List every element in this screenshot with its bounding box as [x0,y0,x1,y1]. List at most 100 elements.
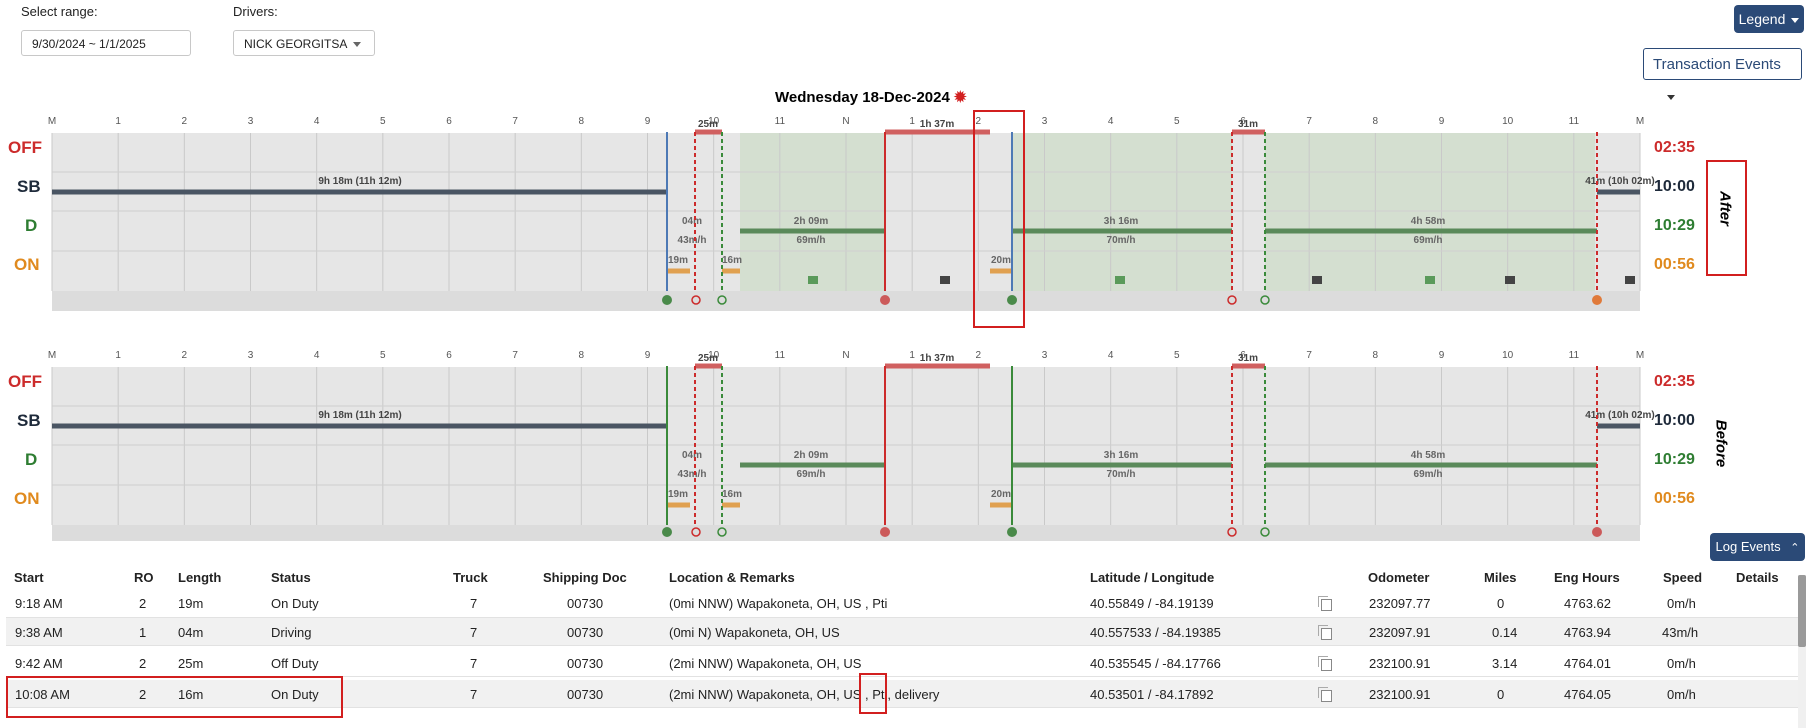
key-icon[interactable] [717,527,727,537]
camera-icon[interactable] [1625,276,1635,284]
sb-duration: 41m (10h 02m) [1585,410,1654,421]
hour-tick-label: 7 [1306,350,1312,361]
col-start[interactable]: Start [14,570,44,585]
col-truck[interactable]: Truck [453,570,488,585]
hour-tick-label: 2 [182,350,188,361]
camera-icon[interactable] [940,276,950,284]
status-label-sb: SB [17,411,41,430]
table-row[interactable]: 9:38 AM 1 04m Driving 7 00730 (0mi N) Wa… [6,618,1798,646]
cell-length: 16m [178,687,204,702]
cell-status: Driving [271,625,312,640]
hour-tick-label: 2 [976,350,982,361]
row-highlight-box [6,676,343,718]
hour-tick-label: 7 [1306,116,1312,127]
copy-icon[interactable] [1318,625,1332,640]
cell-length: 04m [178,625,204,640]
event-marker-icon[interactable] [1592,527,1602,537]
drive-speed: 43m/h [678,469,707,480]
off-duration: 1h 37m [920,119,955,130]
cell-eng-hours: 4764.01 [1564,656,1611,671]
legend-button[interactable]: Legend [1734,5,1804,33]
on-duration: 19m [668,489,688,500]
col-shipping-doc[interactable]: Shipping Doc [543,570,627,585]
camera-icon[interactable] [1505,276,1515,284]
event-marker-icon[interactable] [662,295,672,305]
on-duration: 16m [722,489,742,500]
hour-tick-label: 8 [579,350,585,361]
truck-icon[interactable] [1425,276,1435,284]
key-icon[interactable] [1260,295,1270,305]
table-row[interactable]: 9:42 AM 2 25m Off Duty 7 00730 (2mi NNW)… [6,649,1798,677]
event-marker-icon[interactable] [662,527,672,537]
drive-duration: 2h 09m [794,450,829,461]
cell-latlng: 40.557533 / -84.19385 [1090,625,1221,640]
key-icon[interactable] [691,527,701,537]
driver-select-value: NICK GEORGITSA [244,37,348,51]
off-duration: 1h 37m [920,353,955,364]
key-icon[interactable] [1227,295,1237,305]
col-length[interactable]: Length [178,570,222,585]
copy-icon[interactable] [1318,656,1332,671]
col-eng-hours[interactable]: Eng Hours [1554,570,1620,585]
log-events-button[interactable]: Log Events ⌃ [1710,533,1805,561]
chart-title-text: Wednesday 18-Dec-2024 [775,89,950,106]
table-row[interactable]: 9:18 AM 2 19m On Duty 7 00730 (0mi NNW) … [6,590,1798,618]
drive-speed: 43m/h [678,235,707,246]
hour-tick-label: 1 [909,116,915,127]
camera-icon[interactable] [1312,276,1322,284]
hour-tick-label: 6 [446,350,452,361]
cell-odometer: 232097.91 [1369,625,1431,640]
col-odometer[interactable]: Odometer [1368,570,1430,585]
hour-tick-label: 5 [380,116,386,127]
table-scrollbar[interactable] [1798,575,1806,728]
key-icon[interactable] [1227,527,1237,537]
off-duration: 31m [1238,119,1258,130]
hour-tick-label: 8 [1373,350,1379,361]
date-range-input[interactable]: 9/30/2024 ~ 1/1/2025 [21,30,191,56]
alert-burst-icon: ✹ [954,89,967,106]
cell-ro: 2 [139,656,147,671]
col-speed[interactable]: Speed [1663,570,1703,585]
truck-icon[interactable] [808,276,818,284]
col-miles[interactable]: Miles [1484,570,1517,585]
event-marker-icon[interactable] [1592,295,1602,305]
col-details[interactable]: Details [1736,570,1779,585]
hour-tick-label: 11 [775,116,786,127]
hour-tick-label: 9 [1439,116,1445,127]
off-duration: 31m [1238,353,1258,364]
hour-tick-label: 5 [1174,350,1180,361]
copy-icon[interactable] [1318,687,1332,702]
driver-select[interactable]: NICK GEORGITSA [233,30,375,56]
col-ro[interactable]: RO [134,570,154,585]
chevron-down-icon [353,42,362,48]
cell-odometer: 232097.77 [1369,596,1431,611]
hour-tick-label: 7 [512,116,518,127]
off-duration: 25m [698,119,718,130]
transaction-events-select[interactable]: Transaction Events [1643,48,1802,100]
event-marker-icon[interactable] [880,295,890,305]
cell-truck: 7 [470,625,478,640]
event-marker-icon[interactable] [880,527,890,537]
col-latlng[interactable]: Latitude / Longitude [1090,570,1215,585]
hour-tick-label: 11 [1569,116,1580,127]
event-marker-icon[interactable] [1007,295,1017,305]
legend-button-label: Legend [1738,11,1786,27]
event-marker-icon[interactable] [1007,527,1017,537]
cell-doc: 00730 [567,687,604,702]
col-location[interactable]: Location & Remarks [669,570,795,585]
cell-doc: 00730 [567,596,604,611]
hour-tick-label: 9 [1439,350,1445,361]
scrollbar-thumb[interactable] [1798,575,1806,647]
copy-icon[interactable] [1318,596,1332,611]
on-duration: 16m [722,255,742,266]
hour-tick-label: 10 [1502,116,1514,127]
hour-tick-label: 9 [645,350,651,361]
truck-icon[interactable] [1115,276,1125,284]
table-row[interactable]: 10:08 AM 2 16m On Duty 7 00730 (2mi NNW)… [6,680,1798,708]
status-label-sb: SB [17,177,41,196]
key-icon[interactable] [717,295,727,305]
sb-duration: 41m (10h 02m) [1585,176,1654,187]
col-status[interactable]: Status [271,570,311,585]
key-icon[interactable] [1260,527,1270,537]
key-icon[interactable] [691,295,701,305]
